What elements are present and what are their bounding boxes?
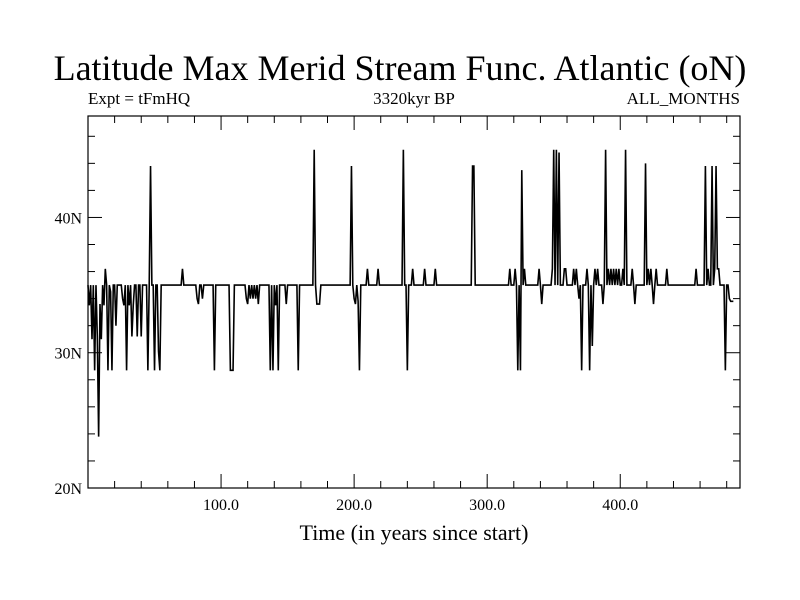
months-label: ALL_MONTHS	[626, 89, 740, 108]
y-tick-label: 20N	[54, 481, 82, 498]
chart-title: Latitude Max Merid Stream Func. Atlantic…	[53, 48, 747, 88]
x-tick-label: 400.0	[602, 497, 638, 514]
x-tick-label: 200.0	[336, 497, 372, 514]
plot-frame	[87, 115, 741, 489]
x-tick-label: 100.0	[203, 497, 239, 514]
y-tick-labels: 20N 30N 40N	[54, 210, 82, 498]
tick-marks	[88, 116, 740, 488]
y-tick-label: 30N	[54, 346, 82, 363]
x-tick-label: 300.0	[469, 497, 505, 514]
series-line	[87, 149, 734, 437]
period-label: 3320kyr BP	[373, 89, 455, 108]
x-axis-label: Time (in years since start)	[300, 520, 529, 545]
y-tick-label: 40N	[54, 210, 82, 227]
experiment-label: Expt = tFmHQ	[88, 89, 191, 108]
x-tick-labels: 100.0 200.0 300.0 400.0	[203, 497, 638, 514]
